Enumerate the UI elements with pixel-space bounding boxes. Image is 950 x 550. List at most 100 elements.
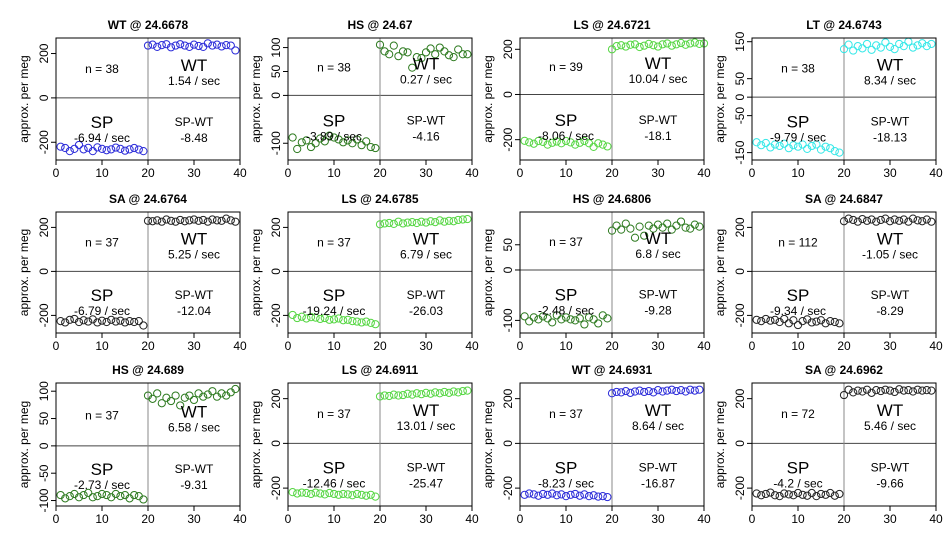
sp-point [594, 492, 603, 501]
wt-point [913, 41, 922, 50]
sp-rate: -6.94 / sec [74, 131, 130, 145]
y-tick-label: 50 [269, 64, 283, 78]
x-tick-label: 20 [837, 339, 851, 353]
wt-point [653, 42, 663, 51]
sp-point [529, 313, 538, 322]
wt-point [695, 385, 704, 394]
sp-point [302, 314, 311, 323]
sp-point [371, 320, 380, 329]
sp-point [566, 138, 575, 147]
sp-point [770, 315, 780, 324]
sp-rate: -8.06 / sec [538, 129, 594, 143]
wt-point [231, 217, 240, 226]
x-tick-label: 40 [465, 166, 479, 180]
sp-point [343, 490, 352, 499]
sp-rate: -2.48 / sec [538, 303, 594, 317]
panel-title: HS @ 24.6806 [573, 192, 652, 206]
y-tick-label: 100 [269, 37, 283, 57]
wt-point [408, 390, 417, 399]
wt-label: WT [413, 401, 439, 420]
wt-point [663, 386, 672, 395]
sp-point [320, 137, 329, 146]
wt-point [663, 39, 672, 48]
sp-point [589, 142, 598, 151]
panel-1: WT @ 24.6678 n = 38 WT1.54 / sec SP-6.94 / … [17, 18, 247, 180]
wt-point [431, 218, 440, 227]
wt-point [881, 385, 890, 394]
sp-point [594, 139, 603, 148]
panel-title: SA @ 24.6847 [805, 192, 883, 206]
wt-point [389, 390, 398, 399]
x-tick-label: 30 [651, 339, 665, 353]
y-tick-label: 200 [37, 217, 51, 237]
sp-point [812, 140, 821, 149]
sp-point [288, 133, 297, 142]
wt-point [667, 385, 676, 394]
sp-label: SP [323, 459, 346, 478]
x-tick-label: 40 [233, 339, 247, 353]
wt-rate: 5.25 / sec [168, 248, 220, 262]
x-tick-label: 0 [285, 166, 292, 180]
x-tick-label: 40 [233, 166, 247, 180]
y-tick-label: 0 [37, 94, 51, 101]
wt-point [444, 388, 454, 397]
sp-rate: -12.46 / sec [303, 477, 366, 491]
sp-point [334, 135, 343, 144]
wt-point [458, 386, 467, 396]
wt-point [171, 217, 180, 226]
y-axis-label: approx. per meg [481, 229, 495, 316]
y-tick-label: -50 [733, 107, 747, 125]
wt-rate: 1.54 / sec [168, 74, 220, 88]
sp-point [61, 494, 70, 503]
wt-point [922, 386, 931, 395]
sp-point [120, 318, 130, 327]
wt-point [176, 215, 185, 225]
wt-point [394, 217, 403, 226]
sp-rate: -19.24 / sec [303, 304, 366, 318]
wt-point [658, 387, 667, 396]
x-tick-label: 40 [929, 512, 943, 526]
sp-point [116, 316, 125, 325]
n-label: n = 39 [549, 60, 583, 74]
sp-point [770, 140, 780, 149]
sp-point [603, 142, 612, 151]
wt-point [867, 45, 876, 54]
spwt-value: -16.87 [641, 477, 675, 491]
sp-point [816, 489, 826, 499]
sp-point [125, 317, 134, 326]
wt-point [844, 385, 853, 394]
y-tick-label: 200 [501, 388, 515, 408]
wt-point [922, 215, 931, 224]
x-tick-label: 0 [749, 512, 756, 526]
sp-point [293, 489, 302, 498]
wt-point [171, 41, 180, 50]
wt-point [617, 41, 626, 50]
sp-point [325, 488, 334, 498]
wt-point [189, 395, 199, 405]
n-label: n = 38 [781, 62, 815, 76]
wt-rate: 6.8 / sec [635, 247, 680, 261]
wt-point [672, 386, 681, 396]
wt-point [612, 387, 621, 397]
y-tick-label: 200 [37, 43, 51, 63]
wt-point [690, 38, 699, 47]
x-tick-label: 40 [465, 339, 479, 353]
wt-point [695, 222, 704, 231]
y-tick-label: 200 [733, 388, 747, 408]
wt-point [375, 392, 385, 401]
sp-point [74, 493, 84, 502]
sp-point [107, 145, 116, 154]
sp-point [826, 317, 835, 326]
sp-point [543, 140, 552, 149]
spwt-value: -9.28 [644, 303, 672, 317]
sp-point [371, 492, 380, 501]
n-label: n = 37 [85, 236, 119, 250]
wt-point [440, 387, 449, 397]
sp-point [598, 492, 607, 501]
sp-point [65, 315, 74, 324]
wt-point [444, 51, 454, 60]
spwt-label: SP-WT [871, 461, 910, 475]
sp-point [329, 315, 339, 324]
wt-point [626, 224, 635, 233]
x-tick-label: 0 [517, 339, 524, 353]
